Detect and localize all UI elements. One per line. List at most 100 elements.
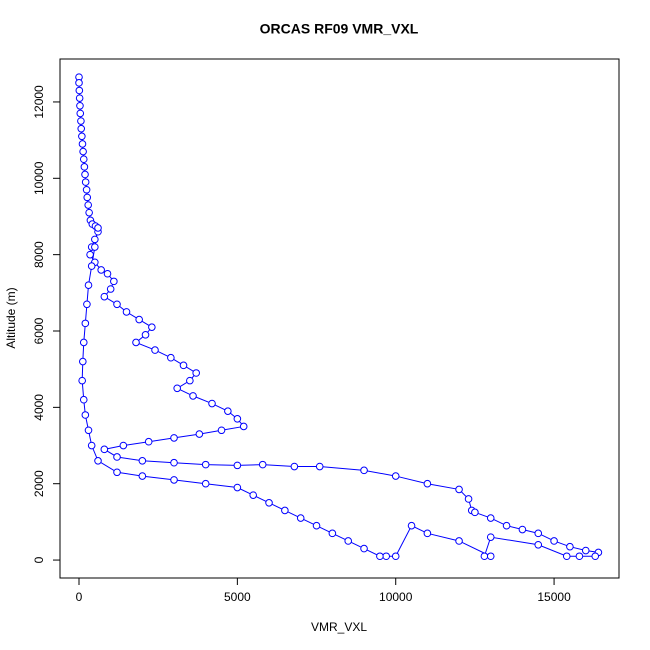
point: [87, 262, 96, 270]
y-tick-label: 8000: [32, 241, 46, 268]
point: [77, 117, 85, 125]
point: [486, 552, 495, 561]
point: [192, 369, 200, 377]
point: [423, 529, 432, 538]
point: [83, 300, 91, 309]
point: [91, 235, 99, 244]
point: [455, 537, 463, 545]
point: [97, 266, 105, 274]
point: [87, 441, 96, 450]
point: [575, 552, 584, 561]
point: [84, 426, 93, 435]
point: [85, 208, 93, 217]
point: [407, 521, 416, 530]
point: [566, 542, 574, 551]
point: [77, 124, 86, 133]
point: [79, 338, 88, 347]
point: [94, 457, 102, 465]
point: [486, 514, 495, 522]
point: [486, 533, 495, 541]
point: [82, 185, 91, 194]
point: [148, 323, 156, 331]
point: [315, 462, 324, 471]
y-tick-label: 12000: [32, 85, 46, 119]
point: [233, 483, 242, 492]
point: [233, 461, 242, 470]
plot-box: [59, 58, 620, 579]
point: [179, 361, 188, 370]
point: [265, 498, 273, 507]
point: [144, 437, 153, 446]
point: [79, 395, 88, 404]
point: [103, 269, 112, 278]
point: [360, 544, 368, 553]
point: [217, 426, 226, 435]
point: [534, 529, 543, 538]
point: [132, 338, 140, 347]
point: [518, 525, 527, 534]
y-tick-label: 10000: [32, 161, 46, 195]
point: [423, 479, 432, 488]
point: [173, 384, 181, 393]
point: [81, 178, 90, 186]
point: [75, 94, 84, 102]
point: [151, 346, 159, 354]
point: [360, 466, 368, 475]
y-tick-label: 6000: [32, 317, 46, 344]
x-tick-label: 15000: [537, 590, 571, 604]
point: [591, 552, 600, 561]
point: [83, 193, 92, 202]
point: [91, 243, 99, 251]
y-tick-label: 2000: [32, 470, 46, 497]
point: [480, 552, 489, 561]
point: [208, 399, 216, 408]
point: [119, 441, 128, 450]
chart-title: ORCAS RF09 VMR_VXL: [260, 21, 419, 37]
point: [258, 460, 267, 469]
point: [78, 376, 86, 385]
point: [195, 430, 204, 438]
y-tick-label: 4000: [32, 394, 46, 421]
point: [79, 155, 88, 164]
point: [75, 86, 84, 95]
point: [186, 376, 194, 385]
series-line: [78, 77, 600, 557]
point: [135, 315, 143, 324]
point: [100, 292, 109, 301]
y-tick-label: 0: [32, 556, 46, 563]
point: [86, 250, 94, 259]
point: [122, 308, 131, 316]
point: [81, 319, 90, 328]
point: [239, 422, 248, 431]
x-tick-label: 5000: [224, 590, 251, 604]
x-tick-label: 0: [76, 590, 83, 604]
point: [502, 521, 511, 530]
x-axis-label: VMR_VXL: [311, 620, 367, 634]
point: [81, 411, 90, 419]
point: [249, 491, 257, 499]
point: [562, 552, 571, 561]
point: [167, 353, 175, 362]
point: [464, 495, 473, 503]
point: [113, 453, 121, 461]
point: [79, 147, 87, 156]
point: [78, 132, 86, 141]
point: [138, 472, 147, 480]
point: [113, 300, 121, 309]
y-axis-label: Altitude (m): [4, 287, 18, 348]
point: [170, 458, 178, 467]
point: [471, 508, 479, 517]
point: [76, 109, 85, 118]
point: [201, 460, 210, 469]
point: [110, 277, 118, 286]
point: [84, 201, 92, 209]
point: [141, 331, 150, 339]
point: [76, 101, 84, 110]
point: [581, 546, 590, 555]
point: [80, 163, 89, 171]
point: [170, 476, 178, 484]
point: [534, 540, 543, 549]
point: [233, 415, 242, 423]
point: [281, 506, 289, 515]
